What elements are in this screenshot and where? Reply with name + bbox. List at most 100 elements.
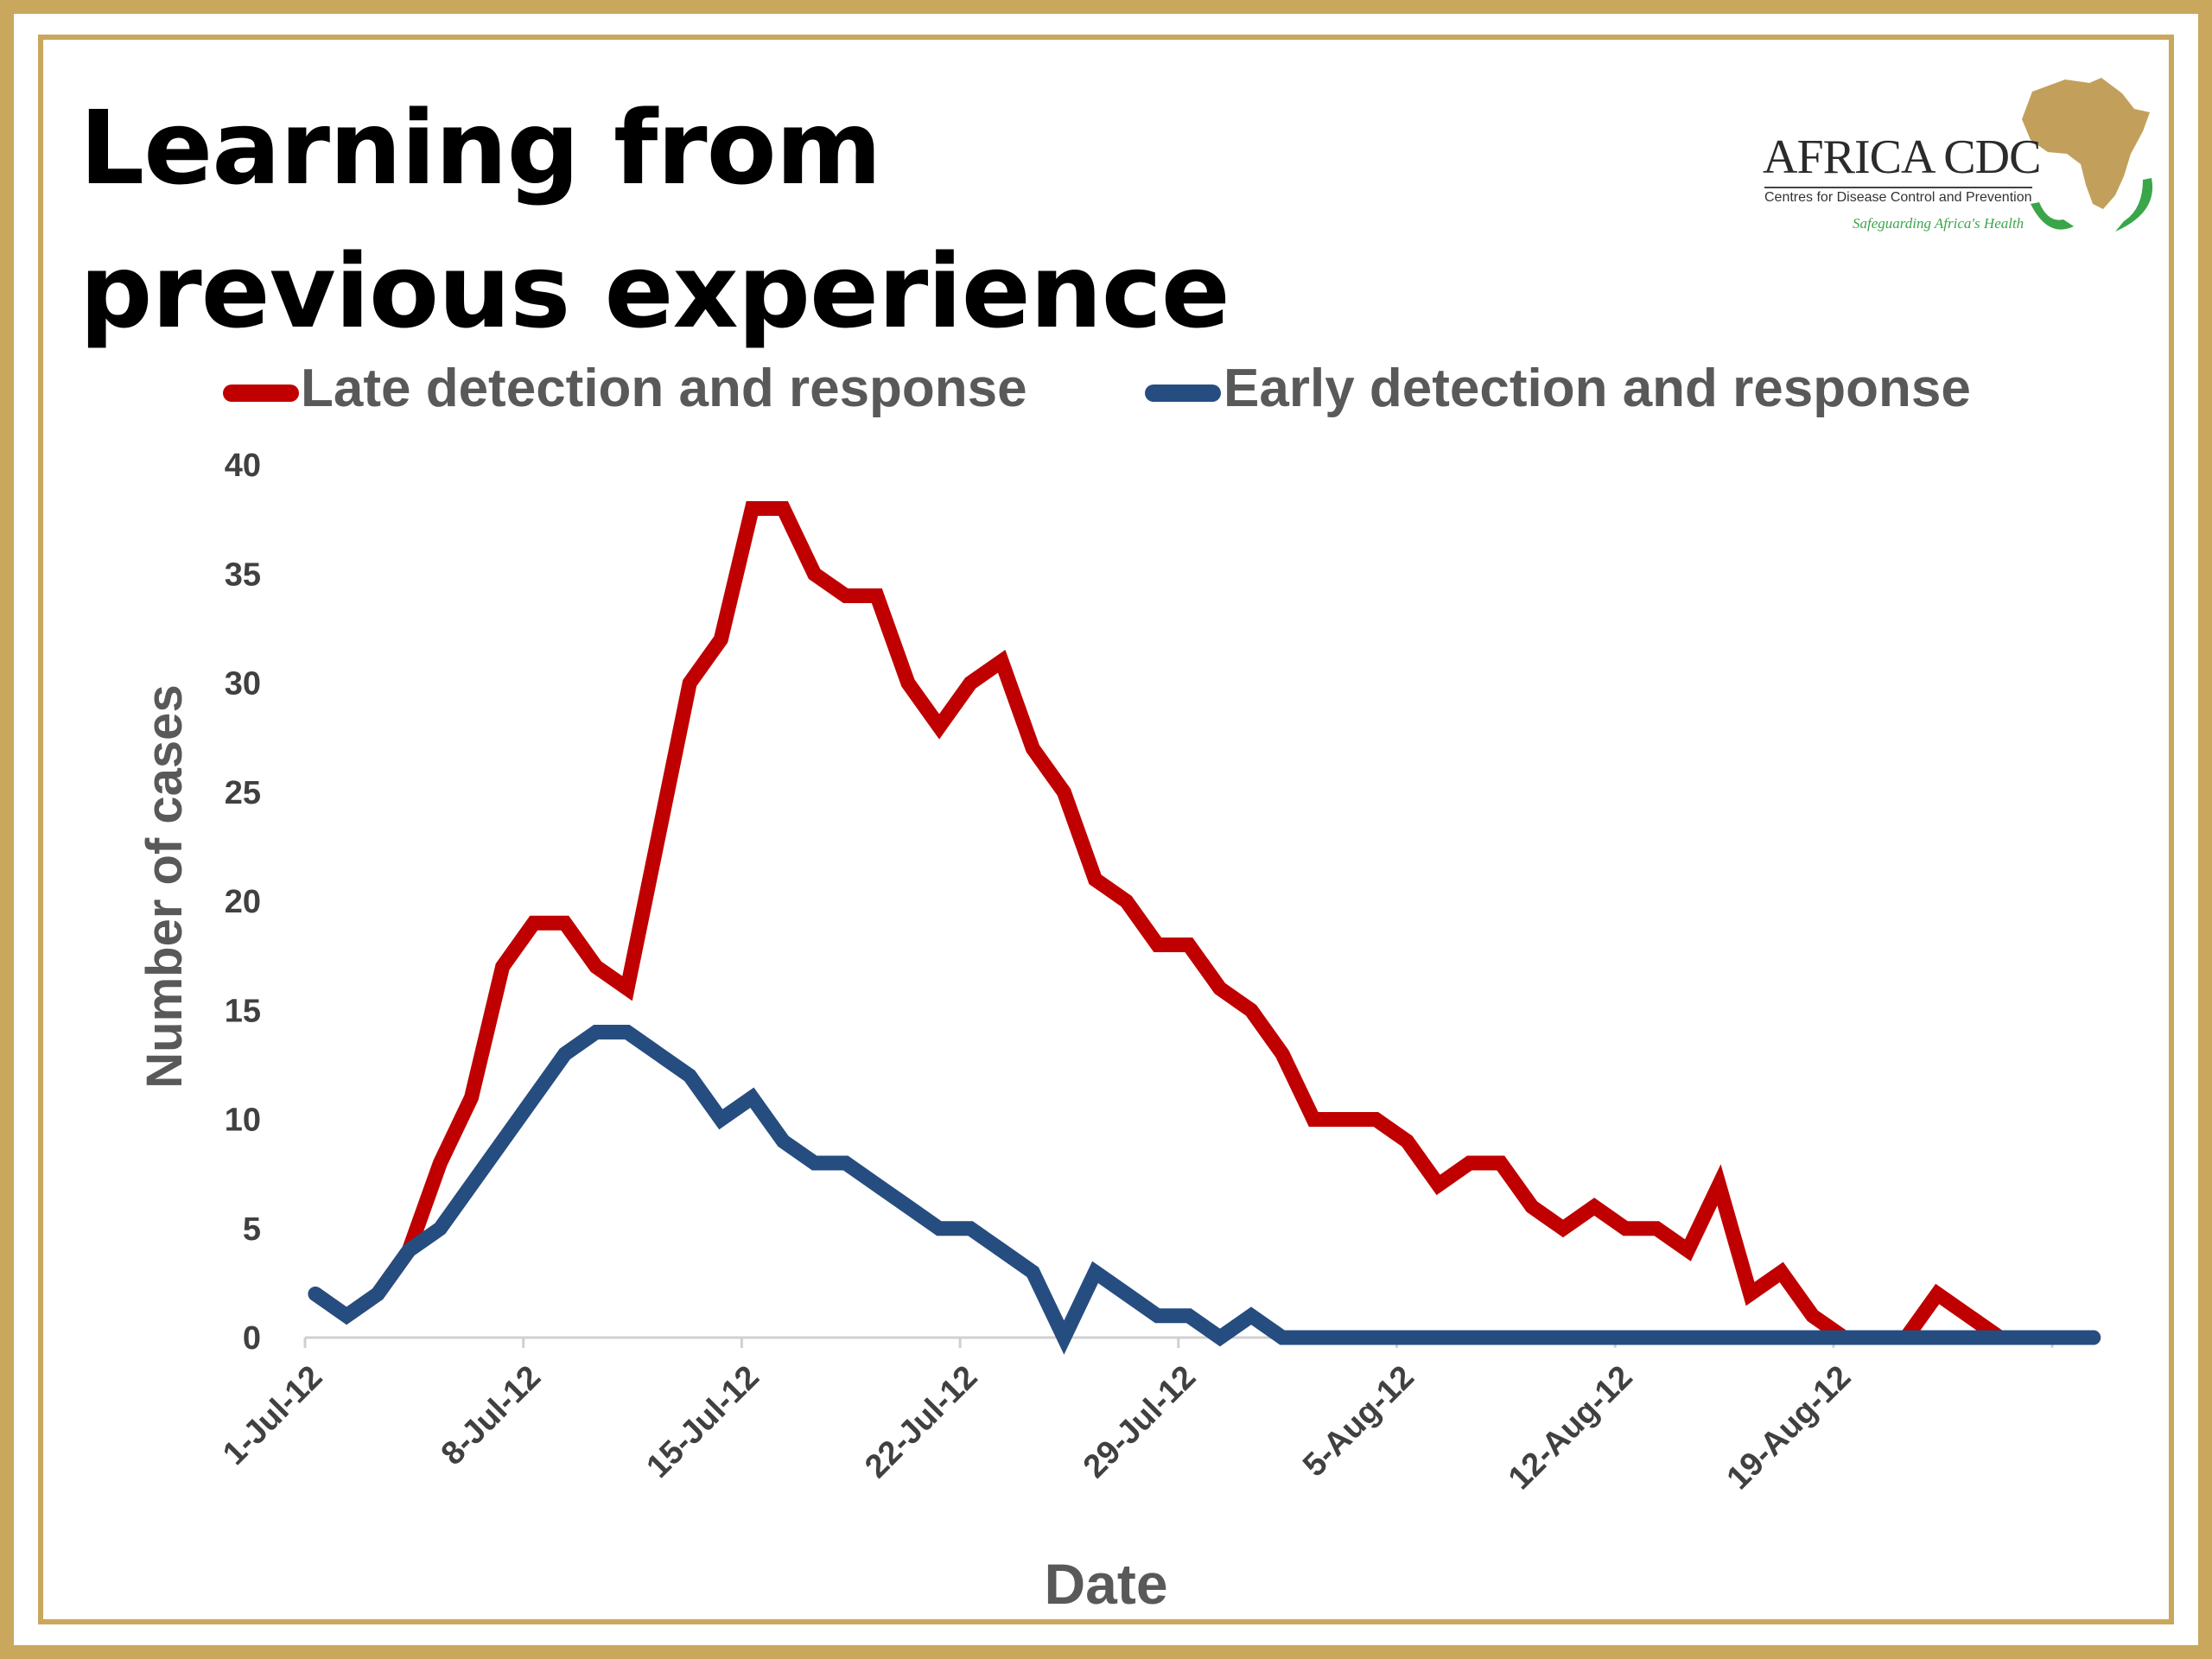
- data-point: [969, 1227, 972, 1230]
- x-tick-label: 12-Aug-12: [1502, 1359, 1640, 1497]
- data-point: [813, 1162, 816, 1164]
- data-point: [1905, 1337, 1908, 1338]
- data-point: [1811, 1337, 1814, 1338]
- x-axis: 1-Jul-12 8-Jul-12 15-Jul-12 22-Jul-12 29-Jul…: [216, 1336, 2054, 1497]
- data-point: [1530, 1337, 1533, 1338]
- x-axis-label: Date: [1044, 1552, 1167, 1616]
- data-point: [1032, 1271, 1034, 1274]
- data-point: [1749, 1293, 1751, 1295]
- series-points-1: [315, 507, 2094, 1338]
- data-point: [1936, 1337, 1939, 1338]
- x-tick-label: 22-Jul-12: [858, 1359, 984, 1485]
- series-layer: [308, 501, 2101, 1355]
- data-point: [1530, 1205, 1533, 1208]
- data-point: [1218, 1337, 1221, 1338]
- y-tick-label: 5: [243, 1211, 261, 1248]
- y-tick-label: 20: [225, 884, 261, 920]
- data-point: [1063, 791, 1065, 793]
- data-point: [1562, 1227, 1564, 1230]
- data-point: [1624, 1337, 1627, 1338]
- data-point: [938, 1227, 940, 1230]
- data-point: [594, 1031, 597, 1033]
- data-point: [906, 1205, 909, 1208]
- data-point: [501, 1140, 504, 1142]
- data-point: [1656, 1227, 1658, 1230]
- series-points-2: [315, 1031, 2094, 1338]
- data-point: [1032, 747, 1034, 750]
- data-point: [1125, 1293, 1128, 1295]
- data-point: [1687, 1337, 1689, 1338]
- legend-label-2: Early detection and response: [1224, 359, 1971, 418]
- y-tick-label: 15: [225, 993, 261, 1029]
- data-point: [1187, 1314, 1190, 1317]
- data-point: [720, 1118, 722, 1121]
- data-point: [2030, 1337, 2032, 1338]
- data-point: [1437, 1337, 1440, 1338]
- data-point: [1780, 1271, 1783, 1274]
- africa-map-icon: [2022, 78, 2153, 232]
- data-point: [501, 965, 504, 968]
- data-point: [1063, 1337, 1065, 1338]
- data-point: [408, 1249, 410, 1251]
- data-point: [377, 1293, 379, 1295]
- x-tick-label: 29-Jul-12: [1077, 1359, 1203, 1485]
- data-point: [1936, 1293, 1939, 1295]
- data-point: [1281, 1337, 1284, 1338]
- data-point: [1375, 1337, 1377, 1338]
- x-tick-label: 19-Aug-12: [1720, 1359, 1859, 1497]
- data-point: [1811, 1314, 1814, 1317]
- data-point: [1001, 1249, 1003, 1251]
- data-point: [470, 1096, 473, 1099]
- data-point: [1125, 900, 1128, 902]
- data-point: [1406, 1337, 1408, 1338]
- data-point: [1313, 1337, 1315, 1338]
- data-point: [658, 835, 660, 837]
- y-tick-label: 10: [225, 1103, 261, 1139]
- y-tick-label: 30: [225, 666, 261, 702]
- logo-tagline: Safeguarding Africa's Health: [1853, 215, 2024, 232]
- data-point: [1718, 1337, 1720, 1338]
- data-point: [1313, 1118, 1315, 1121]
- data-point: [1375, 1118, 1377, 1121]
- x-tick-label: 8-Jul-12: [435, 1359, 548, 1472]
- logo-name: AFRICA CDC: [1763, 130, 2041, 184]
- data-point: [1967, 1314, 1970, 1317]
- data-point: [813, 573, 816, 575]
- chart-legend: Late detection and response Early detecti…: [223, 359, 1971, 418]
- data-point: [563, 1052, 566, 1055]
- y-tick-label: 40: [225, 448, 261, 484]
- data-point: [782, 507, 785, 510]
- data-point: [1156, 1314, 1159, 1317]
- logo-subtitle: Centres for Disease Control and Preventi…: [1764, 187, 2032, 206]
- data-point: [1250, 1009, 1252, 1012]
- data-point: [1499, 1162, 1502, 1164]
- data-point: [1218, 988, 1221, 989]
- x-tick-label: 1-Jul-12: [216, 1359, 329, 1472]
- data-point: [1749, 1337, 1751, 1338]
- data-point: [875, 1184, 878, 1186]
- data-point: [1687, 1249, 1689, 1251]
- data-point: [1437, 1184, 1440, 1186]
- data-point: [969, 682, 972, 684]
- data-point: [844, 594, 847, 597]
- data-point: [594, 965, 597, 968]
- data-point: [1344, 1118, 1346, 1121]
- data-point: [689, 1075, 691, 1077]
- data-point: [1656, 1337, 1658, 1338]
- legend-label-1: Late detection and response: [301, 359, 1027, 418]
- data-point: [626, 988, 628, 989]
- data-point: [1780, 1337, 1783, 1338]
- data-point: [1468, 1162, 1471, 1164]
- data-point: [1187, 944, 1190, 946]
- y-tick-label: 0: [243, 1320, 261, 1357]
- series-line-2: [308, 1025, 2101, 1355]
- data-point: [1250, 1314, 1252, 1317]
- data-point: [2092, 1337, 2094, 1338]
- data-point: [346, 1314, 348, 1317]
- data-point: [1281, 1052, 1284, 1055]
- data-point: [439, 1227, 442, 1230]
- data-point: [1842, 1337, 1845, 1338]
- data-point: [875, 594, 878, 597]
- x-tick-label: 5-Aug-12: [1296, 1359, 1421, 1484]
